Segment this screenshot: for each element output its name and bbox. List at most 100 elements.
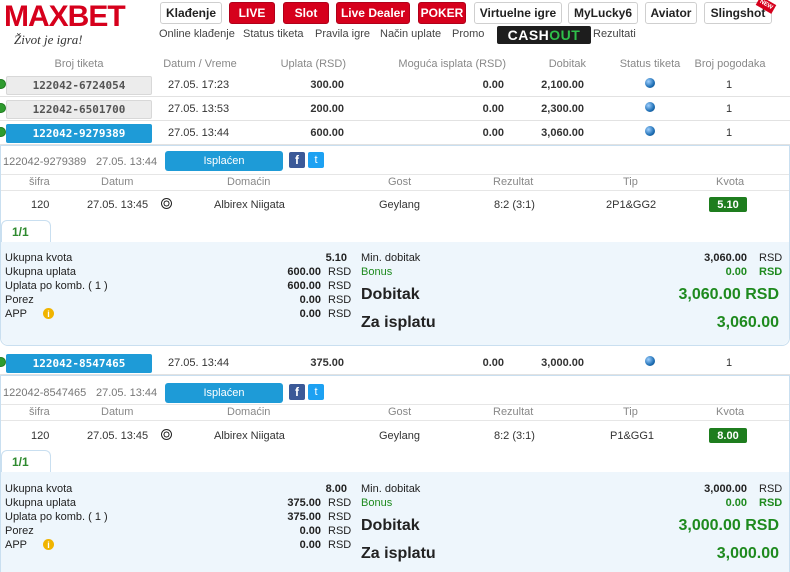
nav-live-dealer[interactable]: Live Dealer <box>336 2 410 24</box>
status-isplacen-button[interactable]: Isplaćen <box>165 151 283 171</box>
nav-virtuelne-igre[interactable]: Virtuelne igre <box>474 2 562 24</box>
summary-box: Ukupna kvota 5.10 Ukupna uplata 600.00 R… <box>1 242 789 345</box>
nav-aviator[interactable]: Aviator <box>645 2 697 24</box>
ticket-pogodaka: 1 <box>726 127 733 139</box>
sum-porez-label: Porez <box>5 294 34 306</box>
game-col-tip: Tip <box>623 176 638 188</box>
ticket-moguca: 0.00 <box>482 79 504 91</box>
info-icon[interactable]: i <box>43 539 54 550</box>
game-col-domacin: Domaćin <box>227 176 271 188</box>
game-datum: 27.05. 13:45 <box>87 430 149 442</box>
ticket-moguca: 0.00 <box>482 103 504 115</box>
ticket-dobitak: 3,060.00 <box>541 127 584 139</box>
sum-bonus-label: Bonus <box>361 266 393 278</box>
ticket-date: 27.05. 13:53 <box>168 103 230 115</box>
combination-tab[interactable]: 1/1 <box>1 220 51 242</box>
sum-app-label: APP <box>5 539 28 551</box>
ticket-date: 27.05. 13:44 <box>168 127 230 139</box>
sum-rsd: RSD <box>759 266 783 278</box>
twitter-share-icon[interactable]: t <box>308 152 324 168</box>
ticket-dobitak: 2,100.00 <box>541 79 584 91</box>
sum-ukupna-uplata-label: Ukupna uplata <box>5 497 76 509</box>
sum-rsd: RSD <box>328 280 352 292</box>
sum-ukupna-kvota: 5.10 <box>325 252 347 264</box>
sum-porez: 0.00 <box>299 525 321 537</box>
sum-ukupna-kvota-label: Ukupna kvota <box>5 252 73 264</box>
sum-ukupna-kvota-label: Ukupna kvota <box>5 483 73 495</box>
status-isplacen-button[interactable]: Isplaćen <box>165 383 283 403</box>
nav-kladjenje[interactable]: Klađenje <box>160 2 222 24</box>
ticket-row[interactable]: 122042-8547465 27.05. 13:44 375.00 0.00 … <box>0 352 790 375</box>
detail-ticket-date: 27.05. 13:44 <box>96 156 158 168</box>
game-col-datum: Datum <box>101 176 134 188</box>
cashout-cash: CASH <box>507 27 550 43</box>
sum-za-isplatu: 3,060.00 <box>716 314 779 331</box>
subnav-online-kladjenje[interactable]: Online klađenje <box>159 28 235 40</box>
sum-ukupna-uplata: 375.00 <box>287 497 321 509</box>
sum-za-isplatu-label: Za isplatu <box>361 545 436 562</box>
subnav-rezultati[interactable]: Rezultati <box>593 28 636 40</box>
ticket-uplata: 200.00 <box>310 103 344 115</box>
sum-ukupna-uplata: 600.00 <box>287 266 321 278</box>
sum-app-label: APP <box>5 308 28 320</box>
nav-slingshot[interactable]: Slingshot <box>704 2 772 24</box>
nav-live[interactable]: LIVE <box>229 2 275 24</box>
sum-uplata-komb: 375.00 <box>287 511 321 523</box>
game-col-domacin: Domaćin <box>227 406 271 418</box>
ticket-number[interactable]: 122042-8547465 <box>6 354 152 373</box>
ticket-moguca: 0.00 <box>482 357 504 369</box>
game-domacin: Albirex Niigata <box>214 199 285 211</box>
sum-rsd: RSD <box>328 539 352 551</box>
info-icon[interactable]: i <box>43 308 54 319</box>
ticket-number[interactable]: 122042-6501700 <box>6 100 152 119</box>
ticket-row[interactable]: 122042-6501700 27.05. 13:53 200.00 0.00 … <box>0 98 790 121</box>
nav-poker[interactable]: POKER <box>418 2 466 24</box>
game-col-datum: Datum <box>101 406 134 418</box>
sum-bonus-label: Bonus <box>361 497 393 509</box>
maxbet-logo[interactable]: MAXBET Život je igra! <box>4 2 154 50</box>
sum-za-isplatu-label: Za isplatu <box>361 314 436 331</box>
sum-dobitak: 3,000.00 RSD <box>678 517 779 534</box>
nav-slot[interactable]: Slot <box>283 2 329 24</box>
sum-rsd: RSD <box>328 308 352 320</box>
ticket-row[interactable]: 122042-6724054 27.05. 17:23 300.00 0.00 … <box>0 74 790 97</box>
ticket-number[interactable]: 122042-9279389 <box>6 124 152 143</box>
ticket-uplata: 300.00 <box>310 79 344 91</box>
soccer-ball-icon <box>161 429 172 440</box>
facebook-share-icon[interactable]: f <box>289 152 305 168</box>
ticket-date: 27.05. 13:44 <box>168 357 230 369</box>
game-col-gost: Gost <box>388 406 412 418</box>
combination-tab[interactable]: 1/1 <box>1 450 51 472</box>
subnav-pravila-igre[interactable]: Pravila igre <box>315 28 371 40</box>
detail-ticket-date: 27.05. 13:44 <box>96 387 158 399</box>
game-tip: 2P1&GG2 <box>606 199 657 211</box>
game-col-rezultat: Rezultat <box>493 406 534 418</box>
ticket-row[interactable]: 122042-9279389 27.05. 13:44 600.00 0.00 … <box>0 122 790 145</box>
brand-name: MAXBET <box>4 0 126 33</box>
sum-min-dobitak-label: Min. dobitak <box>361 252 421 264</box>
game-kvota-badge: 5.10 <box>709 197 747 212</box>
game-col-sifra: šifra <box>29 176 50 188</box>
ticket-number[interactable]: 122042-6724054 <box>6 76 152 95</box>
col-moguca-isplata: Moguća isplata (RSD) <box>398 58 506 70</box>
twitter-share-icon[interactable]: t <box>308 384 324 400</box>
nav-mylucky6[interactable]: MyLucky6 <box>568 2 638 24</box>
col-broj-pogodaka: Broj pogodaka <box>694 58 766 70</box>
sum-rsd: RSD <box>759 252 783 264</box>
game-sifra: 120 <box>31 430 50 442</box>
game-col-rezultat: Rezultat <box>493 176 534 188</box>
cashout-logo[interactable]: CASH OUT <box>497 26 591 44</box>
sum-rsd: RSD <box>328 525 352 537</box>
col-broj-tiketa: Broj tiketa <box>54 58 104 70</box>
ticket-pogodaka: 1 <box>726 79 733 91</box>
subnav-nacin-uplate[interactable]: Način uplate <box>380 28 442 40</box>
subnav-promo[interactable]: Promo <box>452 28 485 40</box>
status-globe-icon <box>645 78 655 88</box>
game-tip: P1&GG1 <box>610 430 655 442</box>
status-globe-icon <box>645 102 655 112</box>
sum-rsd: RSD <box>759 497 783 509</box>
status-dot <box>0 357 6 367</box>
subnav-status-tiketa[interactable]: Status tiketa <box>243 28 304 40</box>
facebook-share-icon[interactable]: f <box>289 384 305 400</box>
ticket-detail-panel: 122042-8547465 27.05. 13:44 Isplaćen f t… <box>0 375 790 572</box>
